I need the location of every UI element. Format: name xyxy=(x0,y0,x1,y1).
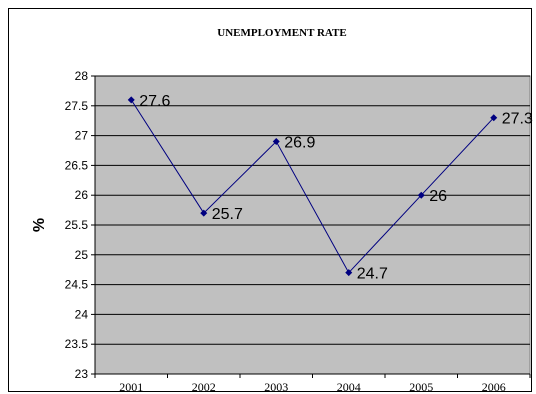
y-tick-label: 25 xyxy=(75,248,89,262)
y-tick-label: 24 xyxy=(75,307,89,321)
data-labels: 27.6 25.7 26.9 24.7 26 27.3 xyxy=(139,93,533,283)
x-tick-label: 2005 xyxy=(409,380,433,394)
y-tick-label: 24.5 xyxy=(65,278,89,292)
axes xyxy=(91,75,531,378)
y-tick-label: 23 xyxy=(75,367,89,381)
data-point-marker xyxy=(490,114,498,122)
data-label: 27.3 xyxy=(502,111,533,128)
data-label: 26 xyxy=(429,188,447,205)
grid-lines xyxy=(95,75,530,345)
y-axis-label: % xyxy=(31,218,48,232)
data-label: 26.9 xyxy=(284,135,315,152)
x-tick-label: 2004 xyxy=(337,380,361,394)
y-tick-labels: 23 23.5 24 24.5 25 25.5 26 26.5 27 27.5 28 xyxy=(65,69,89,381)
data-point-marker xyxy=(272,138,280,146)
y-tick-label: 26 xyxy=(75,188,89,202)
series-line-layer xyxy=(130,99,495,274)
data-point-marker xyxy=(417,191,425,199)
x-tick-label: 2003 xyxy=(264,380,288,394)
data-point-marker xyxy=(200,209,208,217)
data-point-marker xyxy=(345,269,353,277)
data-label: 25.7 xyxy=(212,206,243,223)
y-tick-label: 27.5 xyxy=(65,99,89,113)
y-tick-label: 28 xyxy=(75,69,89,83)
y-tick-label: 26.5 xyxy=(65,158,89,172)
y-tick-label: 27 xyxy=(75,129,89,143)
data-label: 27.6 xyxy=(139,93,170,110)
x-tick-labels: 2001 2002 2003 2004 2005 2006 xyxy=(119,380,506,394)
x-tick-label: 2002 xyxy=(192,380,216,394)
x-tick-label: 2001 xyxy=(119,380,143,394)
series-line xyxy=(130,99,495,274)
x-tick-label: 2006 xyxy=(482,380,506,394)
y-tick-label: 23.5 xyxy=(65,337,89,351)
data-point-markers xyxy=(127,96,498,277)
y-tick-label: 25.5 xyxy=(65,218,89,232)
chart-title: UNEMPLOYMENT RATE xyxy=(217,27,346,39)
data-label: 24.7 xyxy=(357,266,388,283)
data-point-marker xyxy=(127,96,135,104)
